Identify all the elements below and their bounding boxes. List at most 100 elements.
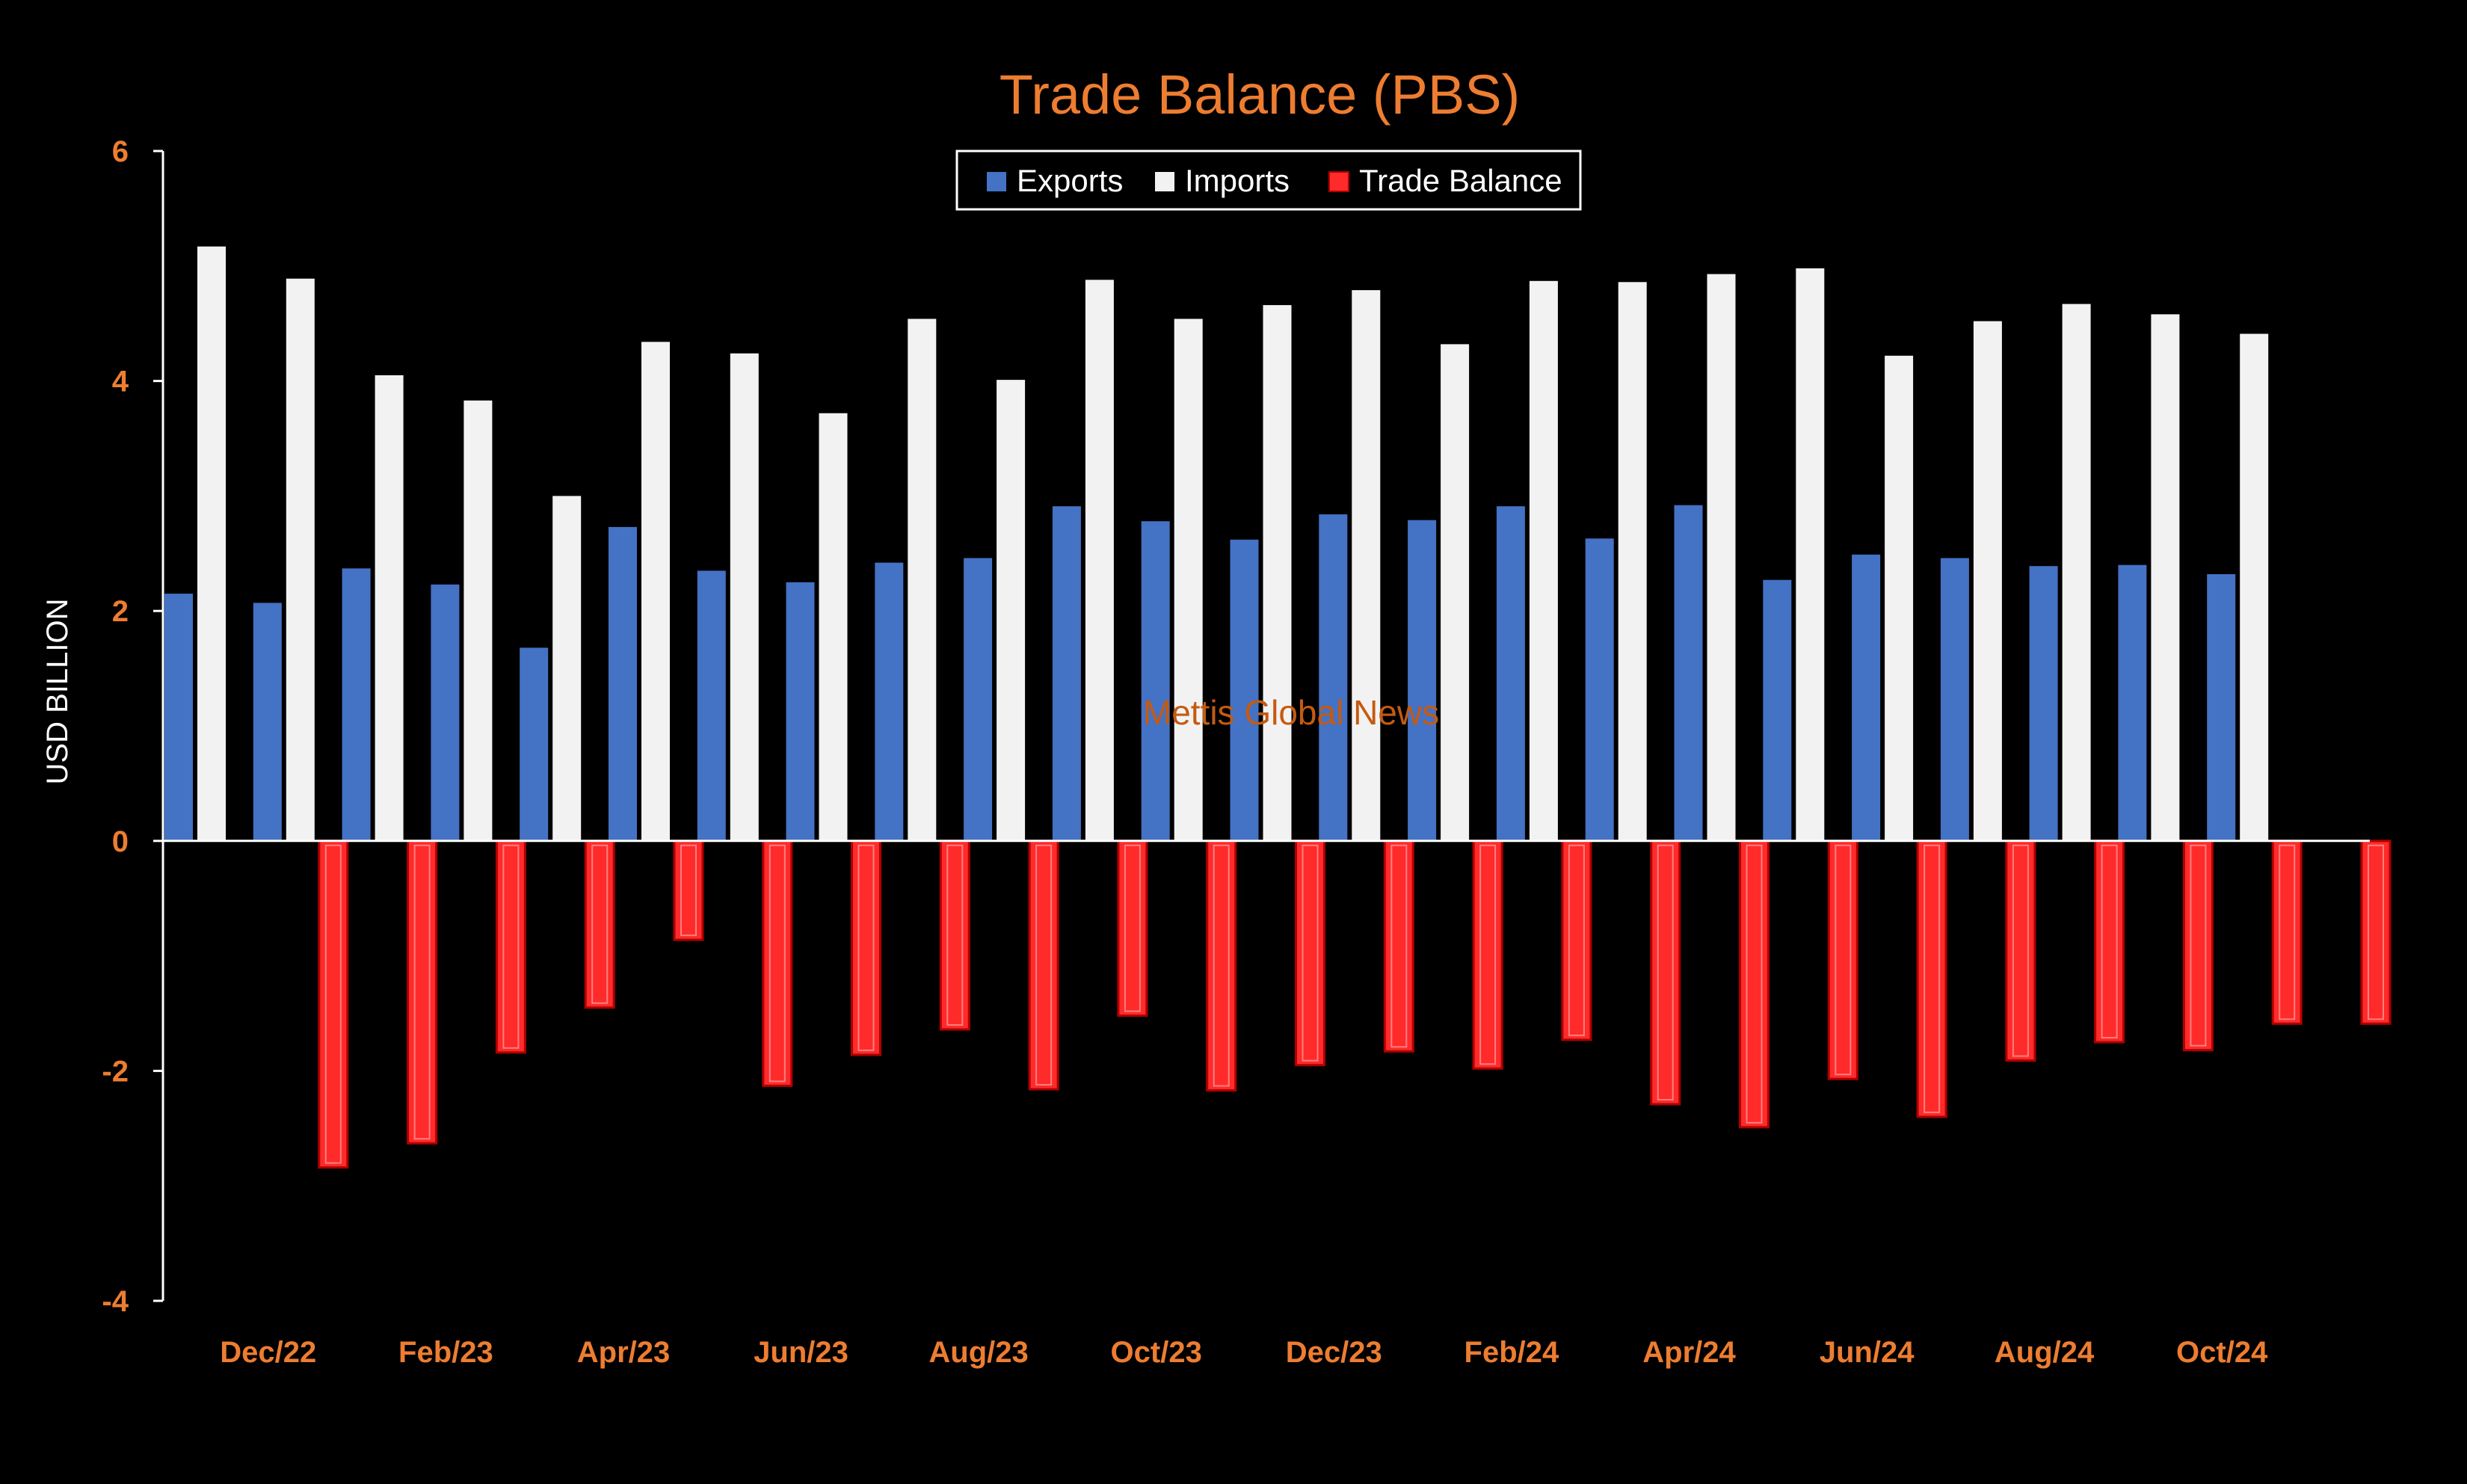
bar-highlight-jul-23 [946, 844, 964, 1026]
bar-trade-balance-aug-24 [2094, 840, 2125, 1044]
bar-highlight-nov-23 [1302, 844, 1319, 1062]
bar-imports-may-23 [730, 353, 759, 841]
bars-layer [164, 246, 2391, 1169]
bar-imports-mar-24 [1618, 282, 1647, 841]
bar-highlight-aug-24 [2101, 844, 2118, 1039]
bar-trade-balance-jun-24 [1916, 840, 1947, 1118]
bar-highlight-jun-24 [1924, 844, 1941, 1113]
y-tick-label: 2 [112, 595, 129, 628]
bar-trade-balance-jun-23 [851, 840, 881, 1056]
y-tick-label: -2 [102, 1055, 129, 1088]
bar-imports-mar-23 [552, 496, 582, 841]
bar-trade-balance-nov-24 [2360, 840, 2391, 1025]
x-tick-label: Aug/24 [1995, 1336, 2095, 1369]
x-tick-label: Oct/24 [2176, 1336, 2268, 1369]
bar-highlight-feb-24 [1568, 844, 1585, 1036]
bar-highlight-oct-23 [1213, 844, 1230, 1087]
bar-highlight-oct-24 [2279, 844, 2296, 1020]
bar-exports-mar-24 [1585, 538, 1614, 841]
x-tick-label: Apr/23 [577, 1336, 671, 1369]
x-tick-label: Jun/23 [754, 1336, 848, 1369]
bar-exports-sep-23 [1052, 506, 1081, 841]
bar-highlight-sep-23 [1124, 844, 1141, 1012]
bar-exports-sep-24 [2118, 564, 2147, 841]
x-tick-label: Oct/23 [1111, 1336, 1202, 1369]
bar-exports-aug-23 [964, 558, 993, 841]
bar-highlight-aug-23 [1035, 844, 1053, 1086]
legend-swatch-trade-balance [1328, 171, 1349, 192]
bar-imports-apr-24 [1707, 274, 1736, 841]
legend-label-exports: Exports [1017, 163, 1123, 198]
chart-title: Trade Balance (PBS) [1000, 64, 1520, 126]
bar-highlight-mar-23 [591, 844, 609, 1004]
watermark: Mettis Global News [1143, 693, 1439, 732]
bar-exports-jul-23 [875, 562, 904, 841]
bar-trade-balance-feb-23 [495, 840, 526, 1054]
x-tick-label: Feb/23 [398, 1336, 493, 1369]
bar-imports-dec-22 [286, 278, 315, 841]
bar-trade-balance-may-24 [1827, 840, 1858, 1080]
bar-exports-dec-22 [253, 603, 282, 841]
bar-highlight-dec-23 [1390, 844, 1408, 1048]
y-tick-labels: 6 4 2 0 -2 -4 [102, 135, 129, 1318]
x-tick-label: Dec/23 [1286, 1336, 1382, 1369]
bar-trade-balance-aug-23 [1028, 840, 1059, 1091]
bar-imports-feb-23 [463, 400, 493, 841]
bar-imports-nov-23 [1263, 305, 1292, 841]
bar-exports-jun-23 [786, 582, 815, 841]
legend-swatch-exports [987, 172, 1006, 191]
bar-exports-jan-24 [1408, 520, 1437, 841]
bar-trade-balance-mar-23 [584, 840, 615, 1009]
x-tick-label: Aug/23 [928, 1336, 1028, 1369]
x-tick-label: Apr/24 [1642, 1336, 1736, 1369]
bar-trade-balance-feb-24 [1561, 840, 1592, 1041]
bar-highlight-nov-24 [2368, 844, 2384, 1020]
legend-swatch-imports [1155, 172, 1174, 191]
bar-exports-feb-24 [1496, 506, 1525, 841]
y-tick-label: -4 [102, 1285, 129, 1318]
bar-highlight-apr-23 [680, 844, 697, 937]
bar-exports-aug-24 [2029, 566, 2058, 841]
bar-trade-balance-jul-24 [2005, 840, 2036, 1062]
bar-trade-balance-sep-23 [1117, 840, 1148, 1017]
bar-imports-may-24 [1796, 268, 1825, 841]
bar-imports-aug-24 [2062, 304, 2091, 841]
bar-highlight-may-23 [769, 844, 786, 1083]
legend-box [955, 150, 1582, 211]
bar-exports-may-23 [697, 570, 726, 841]
bar-trade-balance-apr-24 [1739, 840, 1770, 1129]
bar-trade-balance-oct-23 [1206, 840, 1237, 1092]
legend: Exports Imports Trade Balance [955, 150, 1582, 211]
bar-highlight-may-24 [1835, 844, 1852, 1076]
bar-highlight-jan-24 [1479, 844, 1497, 1065]
bar-trade-balance-mar-24 [1650, 840, 1681, 1106]
bar-exports-apr-23 [609, 526, 637, 841]
bar-exports-jan-23 [342, 568, 371, 841]
bar-exports-feb-23 [431, 584, 460, 841]
bar-highlight-dec-22 [324, 844, 342, 1164]
bar-imports-jul-23 [908, 318, 937, 841]
bar-imports-jan-24 [1441, 344, 1470, 841]
bar-trade-balance-may-23 [762, 840, 793, 1087]
bar-trade-balance-oct-24 [2271, 840, 2303, 1025]
bar-trade-balance-jul-23 [939, 840, 970, 1031]
bar-imports-jul-24 [1973, 321, 2002, 841]
bar-trade-balance-jan-23 [407, 840, 438, 1145]
bar-exports-oct-23 [1141, 521, 1170, 841]
bar-imports-oct-23 [1174, 318, 1203, 841]
bar-exports-dec-23 [1319, 514, 1348, 841]
bar-imports-oct-24 [2240, 333, 2269, 841]
bar-exports-mar-23 [520, 647, 549, 841]
legend-label-trade-balance: Trade Balance [1359, 163, 1562, 198]
bar-imports-jan-23 [375, 375, 404, 841]
bar-highlight-feb-23 [502, 844, 520, 1049]
bar-exports-jul-24 [1940, 558, 1969, 841]
bar-trade-balance-apr-23 [673, 840, 704, 941]
bar-trade-balance-dec-23 [1383, 840, 1414, 1053]
bar-exports-oct-24 [2207, 574, 2236, 841]
bar-imports-dec-23 [1352, 290, 1381, 841]
legend-label-imports: Imports [1185, 163, 1290, 198]
bar-exports-nov-23 [1230, 539, 1259, 841]
bar-highlight-jul-24 [2012, 844, 2029, 1057]
